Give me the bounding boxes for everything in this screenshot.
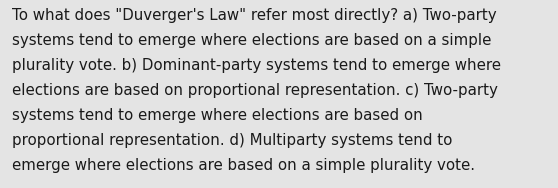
Text: systems tend to emerge where elections are based on: systems tend to emerge where elections a… <box>12 108 423 124</box>
Text: emerge where elections are based on a simple plurality vote.: emerge where elections are based on a si… <box>12 158 475 174</box>
Text: proportional representation. d) Multiparty systems tend to: proportional representation. d) Multipar… <box>12 133 453 149</box>
Text: To what does "Duverger's Law" refer most directly? a) Two-party: To what does "Duverger's Law" refer most… <box>12 8 497 24</box>
Text: systems tend to emerge where elections are based on a simple: systems tend to emerge where elections a… <box>12 33 492 49</box>
Text: plurality vote. b) Dominant-party systems tend to emerge where: plurality vote. b) Dominant-party system… <box>12 58 501 74</box>
Text: elections are based on proportional representation. c) Two-party: elections are based on proportional repr… <box>12 83 498 99</box>
